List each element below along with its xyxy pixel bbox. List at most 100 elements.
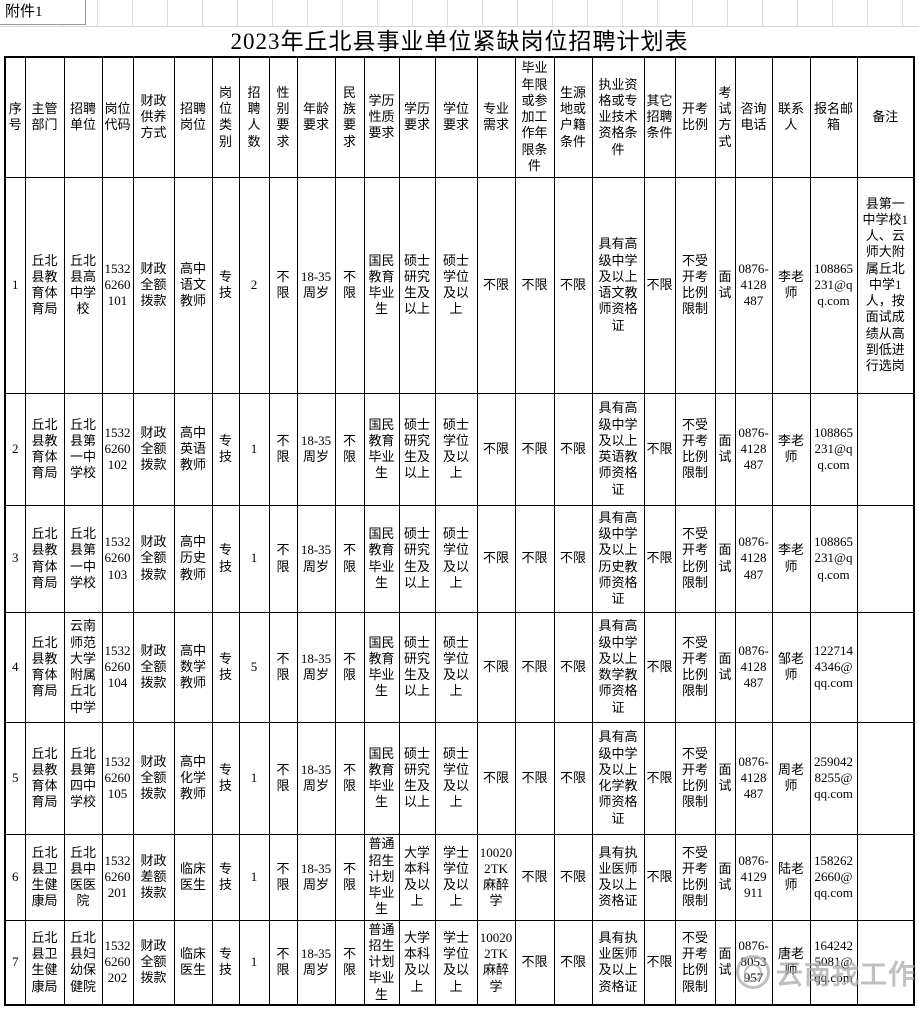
table-cell: 周老师	[771, 721, 811, 835]
table-cell: 不限	[514, 919, 555, 1006]
spreadsheet-top-strip: 附件1	[0, 0, 919, 27]
table-cell: 硕士学位及以上	[434, 504, 478, 613]
header-cell: 岗位类别	[211, 56, 240, 178]
table-cell: 15326260104	[101, 611, 134, 723]
table-cell: 不限	[334, 392, 365, 506]
table-cell: 硕士研究生及以上	[398, 176, 436, 394]
table-cell: 不受开考比例限制	[674, 504, 716, 613]
table-cell: 不限	[334, 721, 365, 835]
table-cell: 财政全额拨款	[132, 504, 175, 613]
table-cell: 不限	[476, 721, 516, 835]
table-cell: 不限	[476, 504, 516, 613]
table-cell: 硕士研究生及以上	[398, 392, 436, 506]
table-cell: 不限	[514, 392, 555, 506]
header-cell: 联系人	[771, 56, 811, 178]
table-cell: 不限	[334, 919, 365, 1006]
table-cell: 专技	[211, 392, 240, 506]
page-title: 2023年丘北县事业单位紧缺岗位招聘计划表	[230, 29, 689, 54]
table-cell: 不限	[553, 611, 593, 723]
table-cell: 财政全额拨款	[132, 721, 175, 835]
table-cell: 面试	[714, 176, 736, 394]
table-row: 1 丘北县教育体育局 丘北县高中学校 15326260101 财政全额拨款 高中语文教师专…	[4, 176, 915, 394]
table-cell: 国民教育毕业生	[363, 721, 400, 835]
header-cell: 招聘岗位	[173, 56, 213, 178]
table-cell: 不限	[334, 833, 365, 921]
header-cell: 专业需求	[476, 56, 516, 178]
header-cell: 学历性质要求	[363, 56, 400, 178]
table-cell: 面试	[714, 721, 736, 835]
table-cell: 2	[238, 176, 270, 394]
table-cell: 0876-4128487	[734, 176, 773, 394]
table-cell: 1	[238, 833, 270, 921]
table-cell: 丘北县教育体育局	[24, 721, 65, 835]
table-cell: 财政全额拨款	[132, 176, 175, 394]
table-cell: 财政全额拨款	[132, 392, 175, 506]
table-cell: 18-35周岁	[296, 392, 336, 506]
table-cell: 不限	[334, 504, 365, 613]
table-cell: 1	[238, 504, 270, 613]
header-row: 序号 主管部门 招聘单位 岗位代码 财政供养方式 招聘岗位 岗位类别 招聘人数 性别要求 年龄要求…	[4, 56, 915, 178]
table-cell: 丘北县卫生健康局	[24, 833, 65, 921]
header-cell: 招聘单位	[63, 56, 103, 178]
header-cell: 毕业年限或参加工作年限条件	[514, 56, 555, 178]
table-cell: 具有高级中学及以上化学教师资格证	[591, 721, 645, 835]
table-cell: 不限	[476, 392, 516, 506]
header-cell: 年龄要求	[296, 56, 336, 178]
header-cell: 序号	[4, 56, 26, 178]
table-cell: 不限	[476, 176, 516, 394]
table-cell: 李老师	[771, 504, 811, 613]
table-cell: 具有高级中学及以上历史教师资格证	[591, 504, 645, 613]
table-cell: 高中历史教师	[173, 504, 213, 613]
table-cell: 不限	[514, 504, 555, 613]
table-cell: 18-35周岁	[296, 721, 336, 835]
header-cell: 招聘人数	[238, 56, 270, 178]
table-cell: 18-35周岁	[296, 611, 336, 723]
table-cell: 不受开考比例限制	[674, 721, 716, 835]
table-cell: 不限	[514, 176, 555, 394]
table-cell: 临床医生	[173, 833, 213, 921]
table-cell: 不限	[553, 176, 593, 394]
table-cell: 大学本科及以上	[398, 833, 436, 921]
table-cell: 不受开考比例限制	[674, 392, 716, 506]
table-cell: 云南师范大学附属丘北中学	[63, 611, 103, 723]
table-row: 4 丘北县教育体育局 云南师范大学附属丘北中学 15326260104 财政全额拨款 高中…	[4, 611, 915, 723]
table-cell: 具有高级中学及以上英语教师资格证	[591, 392, 645, 506]
table-cell: 普通招生计划毕业生	[363, 919, 400, 1006]
header-cell: 学历要求	[398, 56, 436, 178]
table-cell: 专技	[211, 919, 240, 1006]
table-cell: 李老师	[771, 392, 811, 506]
table-cell	[856, 833, 915, 921]
table-cell: 1	[4, 176, 26, 394]
table-cell: 15326260102	[101, 392, 134, 506]
table-cell: 2	[4, 392, 26, 506]
table-cell	[856, 392, 915, 506]
table-cell: 不限	[514, 721, 555, 835]
table-cell: 不限	[553, 392, 593, 506]
table-cell: 临床医生	[173, 919, 213, 1006]
table-cell: 不限	[268, 833, 298, 921]
table-cell: 普通招生计划毕业生	[363, 833, 400, 921]
table-cell	[856, 919, 915, 1006]
table-cell: 丘北县教育体育局	[24, 611, 65, 723]
header-cell: 开考比例	[674, 56, 716, 178]
table-cell: 3	[4, 504, 26, 613]
table-cell: 1	[238, 919, 270, 1006]
table-cell: 1	[238, 721, 270, 835]
table-row: 3 丘北县教育体育局 丘北县第一中学校 15326260103 财政全额拨款 高中历史教师…	[4, 504, 915, 613]
table-cell: 15326260202	[101, 919, 134, 1006]
table-cell: 学士学位及以上	[434, 919, 478, 1006]
table-cell: 0876-8053957	[734, 919, 773, 1006]
header-cell: 备注	[856, 56, 915, 178]
table-cell: 18-35周岁	[296, 833, 336, 921]
table-cell: 不限	[268, 611, 298, 723]
table-cell: 0876-4128487	[734, 392, 773, 506]
table-cell: 财政全额拨款	[132, 919, 175, 1006]
table-cell: 面试	[714, 392, 736, 506]
table-cell	[856, 611, 915, 723]
table-cell: 国民教育毕业生	[363, 504, 400, 613]
table-cell: 专技	[211, 176, 240, 394]
table-cell: 具有执业医师及以上资格证	[591, 919, 645, 1006]
table-cell: 硕士研究生及以上	[398, 611, 436, 723]
table-cell: 不限	[268, 392, 298, 506]
table-cell: 不限	[553, 504, 593, 613]
